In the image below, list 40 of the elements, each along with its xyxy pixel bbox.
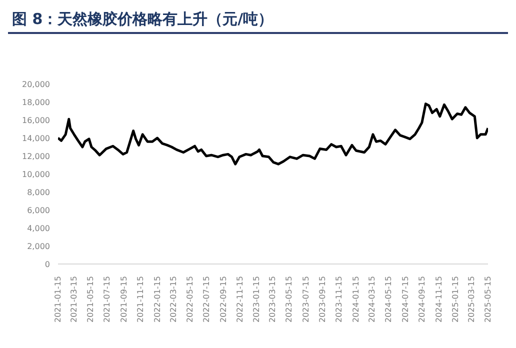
- x-tick-label: 2023-09-15: [318, 276, 328, 322]
- x-tick-label: 2021-05-15: [86, 276, 96, 322]
- x-tick-label: 2024-11-15: [434, 276, 444, 322]
- x-tick-label: 2024-09-15: [418, 276, 427, 322]
- line-series: [58, 102, 488, 166]
- y-tick-label: 16,000: [22, 116, 50, 125]
- x-tick-label: 2023-03-15: [268, 276, 278, 322]
- y-tick-label: 20,000: [22, 80, 50, 89]
- y-tick-label: 10,000: [22, 170, 50, 179]
- y-tick-label: 8,000: [27, 188, 50, 197]
- y-tick-label: 4,000: [27, 224, 50, 233]
- x-tick-label: 2021-11-15: [136, 276, 146, 322]
- x-tick-label: 2024-07-15: [400, 276, 410, 322]
- x-tick-label: 2022-05-15: [185, 276, 194, 322]
- x-tick-label: 2025-03-15: [466, 276, 476, 322]
- x-tick-label: 2024-01-15: [351, 276, 360, 322]
- y-tick-label: 0: [44, 260, 50, 269]
- x-tick-label: 2024-03-15: [368, 276, 377, 322]
- x-tick-label: 2025-05-15: [484, 276, 492, 322]
- x-tick-label: 2021-07-15: [102, 276, 112, 322]
- y-tick-label: 14,000: [22, 134, 50, 143]
- x-tick-label: 2025-01-15: [450, 276, 460, 322]
- x-tick-label: 2023-07-15: [301, 276, 310, 322]
- x-tick-label: 2023-05-15: [284, 276, 294, 322]
- x-tick-label: 2021-01-15: [54, 276, 62, 322]
- x-tick-label: 2021-09-15: [120, 276, 129, 322]
- y-tick-label: 2,000: [27, 242, 50, 251]
- y-tick-label: 6,000: [27, 206, 50, 215]
- chart-title: 图 8：天然橡胶价格略有上升（元/吨）: [8, 8, 508, 34]
- x-tick-label: 2022-07-15: [202, 276, 211, 322]
- x-tick-label: 2024-05-15: [384, 276, 394, 322]
- x-tick-label: 2022-09-15: [218, 276, 228, 322]
- x-tick-label: 2023-11-15: [334, 276, 344, 322]
- x-tick-label: 2023-01-15: [252, 276, 262, 322]
- y-tick-label: 18,000: [22, 98, 50, 107]
- x-tick-label: 2022-01-15: [152, 276, 162, 322]
- x-tick-label: 2022-03-15: [168, 276, 178, 322]
- y-tick-label: 12,000: [22, 152, 50, 161]
- x-tick-label: 2022-11-15: [235, 276, 244, 322]
- x-tick-label: 2021-03-15: [70, 276, 79, 322]
